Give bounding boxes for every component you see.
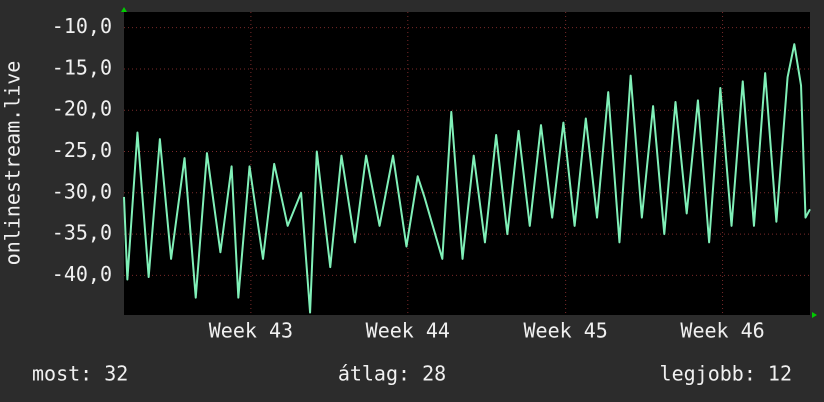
y-tick-label: -15,0: [52, 55, 112, 79]
footer-average: átlag: 28: [338, 362, 446, 386]
y-tick-label: -25,0: [52, 138, 112, 162]
axis-arrow: [121, 7, 127, 12]
y-tick-label: -30,0: [52, 179, 112, 203]
data-line: [123, 43, 811, 314]
x-tick-label: Week 44: [366, 319, 450, 343]
y-tick-label: -20,0: [52, 97, 112, 121]
footer-current: most: 32: [32, 362, 128, 386]
y-tick-label: -40,0: [52, 262, 112, 286]
y-tick-label: -10,0: [52, 14, 112, 38]
footer-best: legjobb: 12: [660, 362, 792, 386]
y-axis-label: onlinestream.live: [1, 61, 25, 266]
x-tick-label: Week 43: [209, 319, 293, 343]
y-tick-label: -35,0: [52, 221, 112, 245]
plot-area: [124, 12, 810, 315]
x-tick-label: Week 46: [680, 319, 764, 343]
x-tick-label: Week 45: [523, 319, 607, 343]
axis-arrow: [812, 312, 817, 318]
